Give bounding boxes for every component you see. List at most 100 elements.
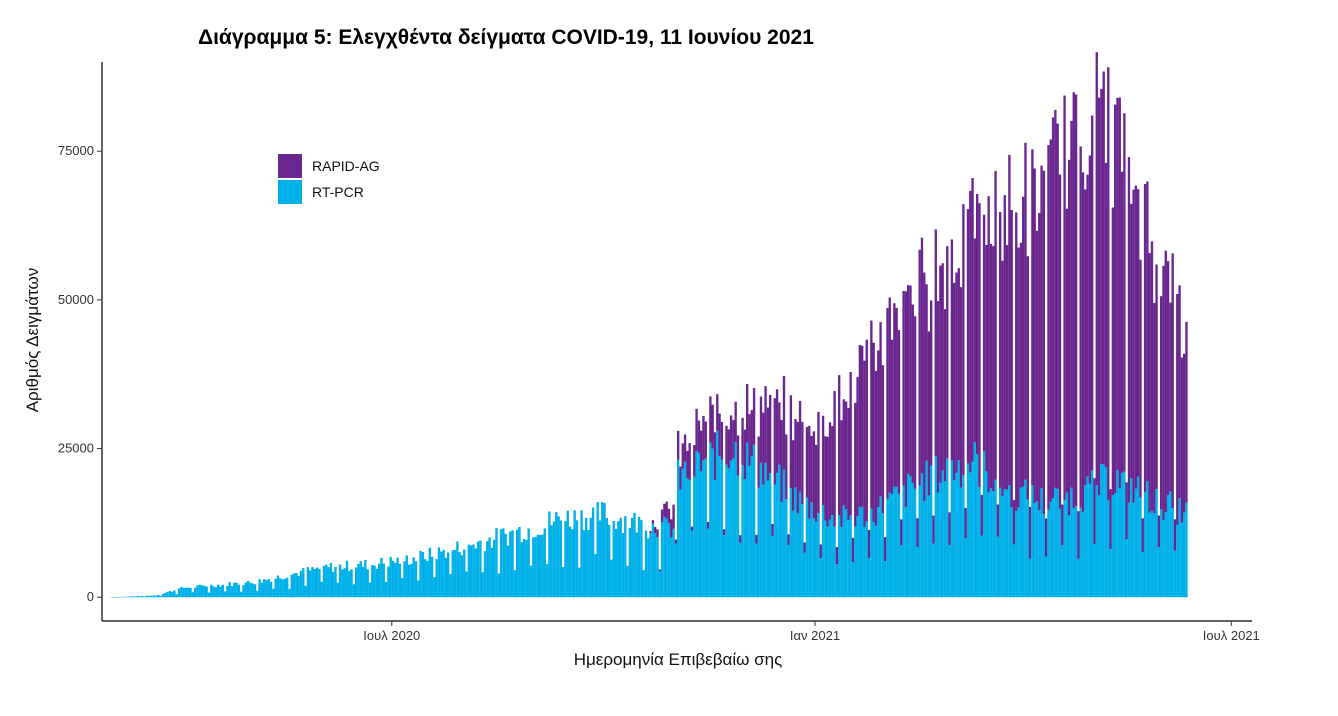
- bar-rtpcr: [394, 562, 397, 598]
- bar-rapid-ag: [1056, 123, 1059, 489]
- bar-rapid-ag: [953, 282, 956, 481]
- bar-rtpcr: [433, 577, 436, 598]
- bar-rtpcr: [364, 560, 367, 598]
- bar-rtpcr: [750, 456, 753, 598]
- bar-rapid-ag: [877, 350, 880, 507]
- bar-rtpcr: [1164, 512, 1167, 598]
- bar-rtpcr: [499, 529, 503, 598]
- bar-rapid-ag: [932, 515, 935, 544]
- bar-rtpcr: [660, 522, 664, 598]
- legend-swatch: [278, 154, 302, 178]
- bar-rtpcr: [693, 476, 696, 598]
- bar-rapid-ag: [826, 436, 829, 527]
- bar-rtpcr: [217, 584, 220, 598]
- bar-rtpcr: [739, 542, 742, 598]
- bar-rtpcr: [212, 586, 215, 598]
- bar-rtpcr: [743, 479, 747, 598]
- bar-rapid-ag: [918, 249, 921, 486]
- bar-rtpcr: [391, 560, 395, 598]
- bar-rtpcr: [313, 568, 316, 598]
- bar-rapid-ag: [1086, 174, 1089, 477]
- bar-rtpcr: [421, 552, 425, 598]
- bar-rtpcr: [941, 470, 944, 598]
- bar-rapid-ag: [803, 542, 806, 553]
- legend-label: RT-PCR: [312, 184, 364, 200]
- bar-rtpcr: [378, 563, 381, 598]
- bar-rapid-ag: [989, 243, 993, 489]
- bar-rtpcr: [1100, 464, 1103, 598]
- bar-rtpcr: [495, 528, 498, 598]
- bar-rtpcr: [463, 549, 466, 598]
- bar-rtpcr: [1010, 507, 1013, 598]
- bar-rtpcr: [980, 535, 983, 598]
- bar-rtpcr: [256, 590, 259, 598]
- bar-rtpcr: [838, 515, 841, 598]
- bar-rtpcr: [1162, 520, 1165, 598]
- bar-rapid-ag: [1146, 181, 1149, 482]
- bar-rtpcr: [608, 524, 611, 598]
- bar-rtpcr: [161, 593, 165, 598]
- bar-rapid-ag: [1028, 506, 1032, 559]
- bar-rtpcr: [1074, 506, 1078, 598]
- bar-rtpcr: [1068, 515, 1071, 598]
- bar-rtpcr: [387, 566, 390, 598]
- bar-rtpcr: [851, 562, 855, 598]
- bar-rapid-ag: [1079, 146, 1082, 508]
- bar-rtpcr: [295, 572, 298, 598]
- bar-rtpcr: [407, 564, 411, 598]
- bar-rapid-ag: [833, 391, 836, 527]
- bar-rtpcr: [1091, 470, 1094, 598]
- bar-rtpcr: [1042, 514, 1046, 598]
- bar-rapid-ag: [1153, 303, 1156, 514]
- bar-rtpcr: [1178, 498, 1181, 598]
- bar-rtpcr: [389, 557, 392, 598]
- bar-rapid-ag: [1097, 97, 1101, 496]
- bar-rtpcr: [1116, 469, 1119, 598]
- bar-rapid-ag: [980, 494, 983, 536]
- bar-rapid-ag: [755, 534, 758, 544]
- bar-rtpcr: [582, 530, 586, 598]
- bar-rapid-ag: [775, 389, 779, 473]
- bar-rtpcr: [624, 516, 627, 598]
- bar-rtpcr: [361, 566, 365, 598]
- bar-rtpcr: [854, 526, 857, 598]
- bar-rtpcr: [175, 594, 178, 598]
- x-tick-label: Ιουλ 2020: [363, 628, 420, 643]
- bar-rtpcr: [348, 571, 351, 598]
- bar-rtpcr: [801, 504, 804, 598]
- bar-rapid-ag: [769, 394, 772, 474]
- bar-rapid-ag: [723, 529, 726, 536]
- bar-rapid-ag: [778, 402, 781, 465]
- bar-rtpcr: [913, 488, 917, 598]
- bar-rtpcr: [594, 554, 597, 598]
- bar-rapid-ag: [819, 544, 822, 559]
- bar-rtpcr: [164, 592, 167, 598]
- bar-rtpcr: [1005, 489, 1009, 598]
- bar-rapid-ag: [663, 503, 666, 517]
- bar-rtpcr: [619, 517, 622, 598]
- bar-rtpcr: [1072, 508, 1075, 598]
- bar-rapid-ag: [858, 344, 862, 508]
- bar-rtpcr: [872, 522, 875, 598]
- bar-rtpcr: [474, 548, 477, 598]
- bar-rapid-ag: [1058, 174, 1062, 509]
- bar-rtpcr: [265, 580, 268, 598]
- bar-rtpcr: [306, 567, 310, 598]
- bar-rtpcr: [525, 539, 528, 598]
- bar-rapid-ag: [679, 466, 682, 490]
- bar-rtpcr: [959, 487, 963, 598]
- bar-rtpcr: [398, 563, 402, 598]
- bar-rapid-ag: [1049, 139, 1052, 502]
- bar-rapid-ag: [732, 420, 735, 459]
- bar-rtpcr: [458, 552, 461, 598]
- bar-rtpcr: [332, 571, 335, 598]
- bar-rtpcr: [785, 499, 788, 598]
- bar-rapid-ag: [835, 547, 839, 565]
- bar-rtpcr: [1045, 556, 1048, 598]
- bar-rapid-ag: [752, 388, 756, 445]
- bar-rtpcr: [1033, 503, 1036, 598]
- bar-rapid-ag: [762, 412, 765, 485]
- bar-rtpcr: [605, 518, 609, 598]
- bar-rapid-ag: [1173, 519, 1177, 551]
- bar-rtpcr: [541, 534, 544, 598]
